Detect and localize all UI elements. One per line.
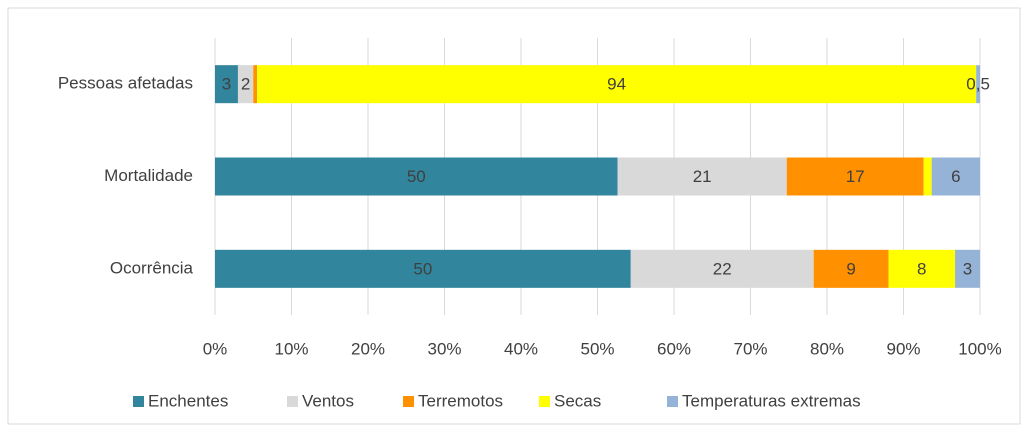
legend-label: Enchentes [148, 391, 228, 410]
legend-label: Ventos [302, 391, 354, 410]
legend-item: Ventos [287, 391, 354, 410]
legend-item: Terremotos [403, 391, 503, 410]
data-label: 3 [963, 259, 972, 278]
bar-segment [786, 157, 924, 196]
bar-segment [931, 157, 980, 196]
x-tick-label: 60% [657, 339, 691, 358]
x-tick-label: 20% [351, 339, 385, 358]
bar-segment [955, 249, 980, 288]
data-label: 8 [917, 259, 926, 278]
bar-segment [617, 157, 787, 196]
x-tick-label: 10% [274, 339, 308, 358]
bar-segment [976, 65, 980, 104]
y-tick-label: Ocorrência [110, 258, 194, 277]
legend-label: Secas [554, 391, 601, 410]
x-tick-label: 50% [580, 339, 614, 358]
data-label: 9 [846, 259, 855, 278]
bar-segment [253, 65, 258, 104]
bar-segment [215, 249, 631, 288]
data-label: 22 [713, 259, 732, 278]
legend-label: Terremotos [418, 391, 503, 410]
y-tick-label: Mortalidade [104, 166, 193, 185]
bar-segment [215, 65, 238, 104]
x-tick-label: 80% [810, 339, 844, 358]
legend-item: Secas [539, 391, 601, 410]
legend-swatch [667, 396, 678, 407]
legend-item: Enchentes [133, 391, 228, 410]
data-label: 6 [951, 167, 960, 186]
x-tick-label: 30% [427, 339, 461, 358]
bar-segment [257, 65, 977, 104]
legend-label: Temperaturas extremas [682, 391, 861, 410]
bar-segment [923, 157, 932, 196]
legend-swatch [539, 396, 550, 407]
data-label: 21 [693, 167, 712, 186]
data-label: 50 [413, 259, 432, 278]
data-label: 50 [407, 167, 426, 186]
data-label: 17 [846, 167, 865, 186]
x-tick-label: 0% [203, 339, 228, 358]
bar-segment [813, 249, 889, 288]
legend-swatch [133, 396, 144, 407]
y-tick-label: Pessoas afetadas [58, 74, 193, 93]
data-label: 2 [241, 75, 250, 94]
data-label: 94 [607, 75, 626, 94]
bar-segment [888, 249, 956, 288]
legend-swatch [287, 396, 298, 407]
legend-item: Temperaturas extremas [667, 391, 861, 410]
x-tick-label: 90% [886, 339, 920, 358]
data-label: 3 [222, 75, 231, 94]
bar-segment [630, 249, 814, 288]
bar-segment [215, 157, 618, 196]
x-tick-label: 40% [504, 339, 538, 358]
bar-segment [237, 65, 254, 104]
legend-swatch [403, 396, 414, 407]
data-label: 0,5 [966, 75, 990, 94]
x-tick-label: 100% [958, 339, 1001, 358]
x-tick-label: 70% [733, 339, 767, 358]
